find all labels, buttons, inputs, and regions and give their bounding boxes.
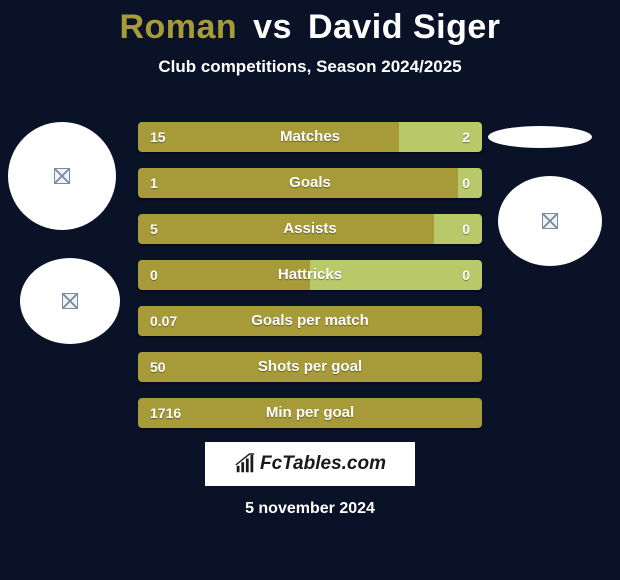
stat-label: Shots per goal	[138, 352, 482, 382]
comparison-bars: Matches152Goals10Assists50Hattricks00Goa…	[138, 122, 482, 444]
stat-row: Min per goal1716	[138, 398, 482, 428]
decor-circle-left-top	[8, 122, 116, 230]
stat-row: Matches15 2	[138, 122, 482, 152]
chart-icon	[234, 453, 256, 475]
date-label: 5 november 2024	[0, 500, 620, 518]
stat-row: Hattricks0 0	[138, 260, 482, 290]
decor-ellipse-right-top	[488, 126, 592, 148]
stat-row: Assists5 0	[138, 214, 482, 244]
stat-label: Goals per match	[138, 306, 482, 336]
broken-image-icon	[62, 293, 78, 309]
subtitle: Club competitions, Season 2024/2025	[0, 57, 620, 77]
decor-circle-left-bottom	[20, 258, 120, 344]
stat-value-left: 1716	[150, 398, 181, 428]
stat-value-left: 50	[150, 352, 166, 382]
stat-row: Shots per goal50	[138, 352, 482, 382]
player2-name: David Siger	[308, 8, 501, 46]
player1-name: Roman	[119, 8, 237, 46]
decor-circle-right	[498, 176, 602, 266]
broken-image-icon	[542, 213, 558, 229]
stat-label: Matches	[138, 122, 482, 152]
comparison-title: Roman vs David Siger	[0, 0, 620, 47]
stat-value-left: 15	[150, 122, 166, 152]
stat-value-right: 0	[462, 214, 470, 244]
watermark-text: FcTables.com	[260, 453, 386, 475]
stat-label: Hattricks	[138, 260, 482, 290]
stat-value-right: 0	[462, 260, 470, 290]
stat-row: Goals per match0.07	[138, 306, 482, 336]
stat-label: Min per goal	[138, 398, 482, 428]
stat-value-left: 1	[150, 168, 158, 198]
vs-label: vs	[253, 8, 292, 46]
broken-image-icon	[54, 168, 70, 184]
stat-label: Assists	[138, 214, 482, 244]
stat-value-left: 0.07	[150, 306, 177, 336]
watermark: FcTables.com	[205, 442, 415, 486]
stat-value-right: 0	[462, 168, 470, 198]
stat-value-right: 2	[462, 122, 470, 152]
stat-value-left: 5	[150, 214, 158, 244]
stat-row: Goals1 0	[138, 168, 482, 198]
stat-value-left: 0	[150, 260, 158, 290]
stat-label: Goals	[138, 168, 482, 198]
